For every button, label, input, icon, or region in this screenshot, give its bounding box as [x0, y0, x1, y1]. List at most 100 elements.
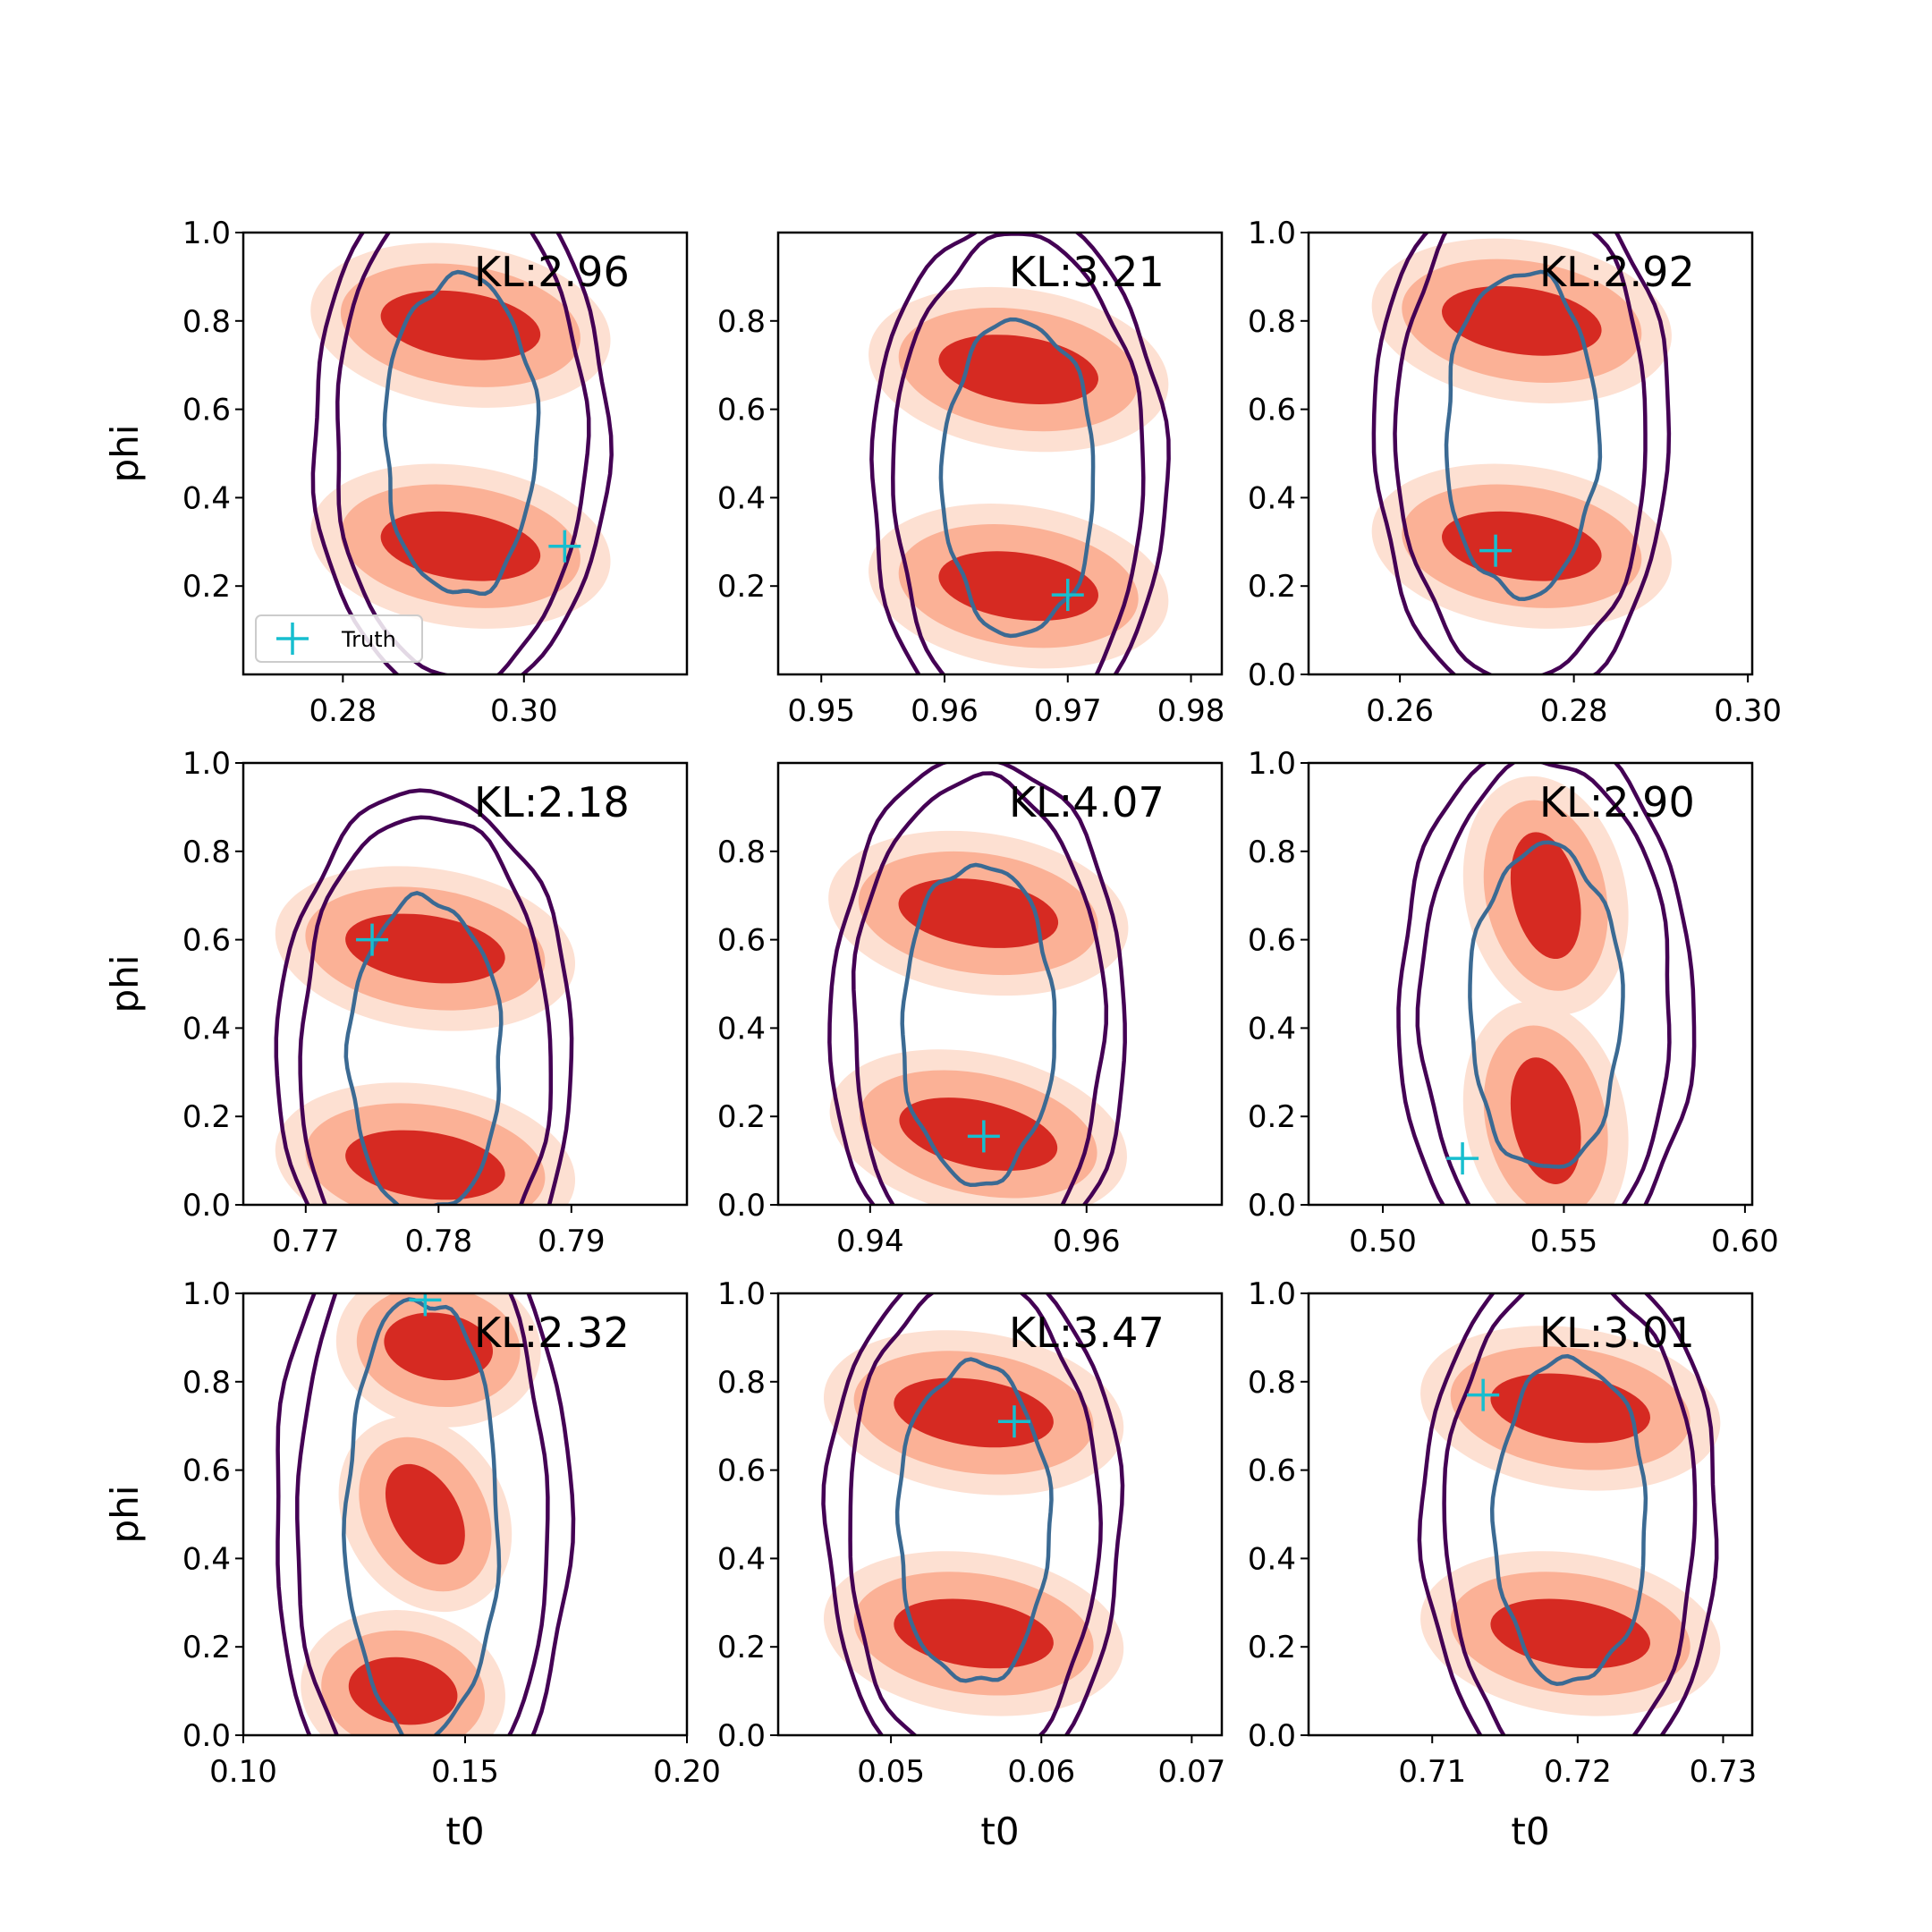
plot-area — [1396, 763, 1697, 1205]
middle-contour — [298, 815, 554, 1205]
y-axis-label: phi — [103, 955, 147, 1013]
density-core — [345, 913, 505, 984]
outer-contour — [1396, 763, 1697, 1205]
x-axis-label: t0 — [1511, 1809, 1549, 1853]
inner-contour — [1489, 1353, 1648, 1686]
y-tick-label: 0.8 — [182, 1365, 231, 1401]
panel-row2-col2: 0.94 0.96 0.0 0.2 0.4 0.6 0.8 KL:4.07 — [717, 761, 1224, 1259]
panel-row3-col3: 0.71 0.72 0.73 0.0 0.2 0.4 0.6 0.8 1.0 KL:3.01 t0 — [1248, 1276, 1757, 1853]
panel-row1-col2: 0.95 0.96 0.97 0.98 0.2 0.4 0.6 0.8 KL:3.21 — [717, 231, 1224, 729]
x-tick-label: 0.06 — [1007, 1754, 1075, 1790]
middle-contour — [848, 1293, 1103, 1735]
y-tick-label: 0.8 — [1248, 304, 1296, 340]
x-tick-label: 0.97 — [1034, 693, 1102, 729]
y-tick-label: 0.4 — [182, 1011, 231, 1046]
panel-row2-col3: 0.50 0.55 0.60 0.0 0.2 0.4 0.6 0.8 1.0 KL:2.90 — [1248, 746, 1779, 1259]
x-tick-label: 0.07 — [1158, 1754, 1226, 1790]
plot-area — [1371, 233, 1672, 674]
inner-contour — [1444, 269, 1603, 602]
density-core — [938, 335, 1098, 405]
y-tick-label: 0.0 — [182, 1188, 231, 1224]
y-tick-label: 1.0 — [1248, 746, 1296, 782]
panel-row3-col1: 0.10 0.15 0.20 0.0 0.2 0.4 0.6 0.8 1.0 KL:2.32 phi… — [103, 1276, 721, 1853]
kl-annotation: KL:3.21 — [1009, 248, 1165, 296]
kl-annotation: KL:2.92 — [1539, 248, 1695, 296]
y-tick-label: 0.8 — [1248, 1365, 1296, 1401]
x-tick-label: 0.79 — [538, 1224, 606, 1259]
axes-frame — [1307, 1292, 1754, 1737]
y-tick-label: 0.8 — [182, 835, 231, 870]
axes-frame — [1307, 231, 1754, 676]
x-tick-label: 0.96 — [911, 693, 979, 729]
y-tick-label: 0.2 — [182, 1630, 231, 1665]
y-tick-label: 0.2 — [717, 1099, 766, 1135]
truth-marker — [1467, 1378, 1500, 1411]
inner-contour — [342, 1297, 502, 1735]
x-tick-label: 0.20 — [653, 1754, 721, 1790]
truth-marker — [1051, 579, 1084, 612]
y-tick-label: 0.4 — [1248, 1541, 1296, 1577]
y-tick-label: 1.0 — [717, 1276, 766, 1312]
kl-annotation: KL:3.01 — [1539, 1309, 1695, 1357]
plot-area — [275, 1293, 576, 1735]
y-tick-label: 0.4 — [1248, 1011, 1296, 1046]
y-tick-label: 0.6 — [182, 923, 231, 959]
inner-contour — [900, 862, 1057, 1188]
axes-frame — [1307, 761, 1754, 1207]
y-tick-label: 0.8 — [717, 835, 766, 870]
y-tick-label: 1.0 — [1248, 1276, 1296, 1312]
y-tick-label: 0.4 — [717, 480, 766, 516]
outer-contour — [1371, 233, 1672, 674]
axes-frame — [776, 1292, 1224, 1737]
middle-contour — [891, 233, 1146, 674]
axes-frame — [242, 761, 689, 1207]
outer-contour — [821, 1293, 1125, 1735]
y-tick-label: 1.0 — [182, 216, 231, 251]
y-tick-label: 0.4 — [182, 480, 231, 516]
x-tick-label: 0.96 — [1053, 1224, 1121, 1259]
truth-marker — [409, 1293, 442, 1317]
y-tick-label: 0.0 — [182, 1718, 231, 1754]
outer-contour — [274, 788, 574, 1205]
density-core — [1510, 832, 1581, 960]
y-axis-label: phi — [103, 1486, 147, 1544]
y-tick-label: 0.8 — [182, 304, 231, 340]
inner-contour — [894, 1357, 1054, 1683]
density-core — [898, 878, 1059, 948]
y-tick-label: 0.8 — [717, 1365, 766, 1401]
y-tick-label: 0.2 — [717, 1630, 766, 1665]
inner-contour — [938, 317, 1096, 639]
x-axis-label: t0 — [445, 1809, 484, 1853]
x-tick-label: 0.60 — [1711, 1224, 1779, 1259]
axes-frame — [776, 231, 1224, 676]
density-core — [1442, 285, 1602, 356]
density-core — [1510, 1057, 1581, 1184]
y-tick-label: 0.8 — [1248, 835, 1296, 870]
x-tick-label: 0.71 — [1398, 1754, 1466, 1790]
x-tick-label: 0.10 — [209, 1754, 277, 1790]
axes-frame — [776, 761, 1224, 1207]
panel-row2-col1: 0.77 0.78 0.79 0.0 0.2 0.4 0.6 0.8 1.0 KL:2.18 phi — [103, 746, 689, 1259]
middle-contour — [1442, 1293, 1698, 1735]
x-tick-label: 0.30 — [1714, 693, 1782, 729]
x-tick-label: 0.94 — [836, 1224, 904, 1259]
y-axis-label: phi — [103, 425, 147, 483]
middle-contour — [1415, 763, 1672, 1205]
y-tick-label: 0.4 — [1248, 480, 1296, 516]
y-tick-label: 0.6 — [717, 1453, 766, 1489]
x-tick-label: 0.26 — [1366, 693, 1434, 729]
panel-row1-col3: 0.26 0.28 0.30 0.0 0.2 0.4 0.6 0.8 1.0 KL:2.92 — [1248, 216, 1782, 729]
outer-contour — [275, 1293, 576, 1735]
y-tick-label: 0.2 — [182, 569, 231, 605]
x-tick-label: 0.77 — [272, 1224, 340, 1259]
y-tick-label: 1.0 — [182, 1276, 231, 1312]
middle-contour — [335, 233, 591, 674]
legend-label: Truth — [341, 627, 396, 652]
middle-contour — [851, 771, 1109, 1205]
density-core — [385, 1463, 465, 1565]
y-tick-label: 0.2 — [182, 1099, 231, 1135]
density-core — [1442, 511, 1602, 581]
y-tick-label: 0.0 — [717, 1718, 766, 1754]
x-tick-label: 0.30 — [490, 693, 558, 729]
